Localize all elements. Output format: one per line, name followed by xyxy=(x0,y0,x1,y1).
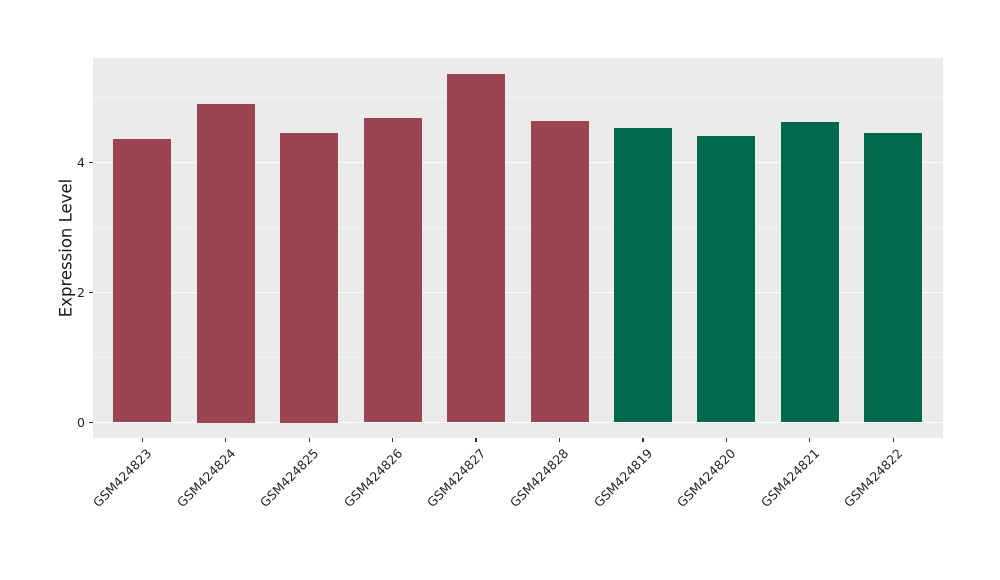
x-tick-mark xyxy=(809,438,811,442)
x-tick-mark xyxy=(475,438,477,442)
bar-GSM424820 xyxy=(697,135,756,423)
x-tick-mark xyxy=(391,438,394,442)
x-tick-mark xyxy=(558,438,561,442)
gridline-minor xyxy=(93,357,943,358)
x-tick-mark xyxy=(308,438,310,442)
bar-GSM424826 xyxy=(363,117,422,423)
y-tick-label: 4 xyxy=(77,154,85,170)
x-tick-label: GSM424828 xyxy=(507,445,572,511)
bar-GSM424825 xyxy=(280,133,339,423)
y-tick-label: 0 xyxy=(77,414,85,430)
x-tick-label: GSM424824 xyxy=(173,445,238,511)
bar-GSM424822 xyxy=(864,132,923,423)
x-tick-label: GSM424825 xyxy=(256,445,322,511)
x-tick-label: GSM424821 xyxy=(757,445,823,511)
x-tick-label: GSM424822 xyxy=(841,445,906,511)
x-tick-label: GSM424826 xyxy=(340,445,405,511)
gridline-minor xyxy=(93,97,943,98)
x-tick-mark xyxy=(642,438,644,442)
gridline-minor xyxy=(93,227,943,228)
bar-GSM424821 xyxy=(780,122,839,423)
bar-GSM424828 xyxy=(530,120,589,423)
bar-GSM424824 xyxy=(196,104,255,423)
x-tick-mark xyxy=(725,438,728,442)
bar-GSM424819 xyxy=(613,128,672,423)
x-tick-mark xyxy=(225,438,227,442)
bar-GSM424827 xyxy=(447,74,506,423)
y-tick-mark xyxy=(89,161,93,164)
x-tick-mark xyxy=(892,438,894,442)
x-tick-label: GSM424820 xyxy=(674,445,739,511)
x-tick-label: GSM424819 xyxy=(590,445,656,511)
bar-GSM424823 xyxy=(113,139,172,423)
x-tick-label: GSM424827 xyxy=(423,445,489,511)
y-tick-mark xyxy=(89,291,93,294)
y-tick-label: 2 xyxy=(77,284,85,300)
x-tick-mark xyxy=(141,438,143,442)
x-tick-label: GSM424823 xyxy=(90,445,155,511)
gridline-major xyxy=(93,161,943,164)
gridline-major xyxy=(93,421,943,424)
y-tick-mark xyxy=(89,421,93,424)
gridline-major xyxy=(93,291,943,294)
plot-area xyxy=(93,58,943,438)
